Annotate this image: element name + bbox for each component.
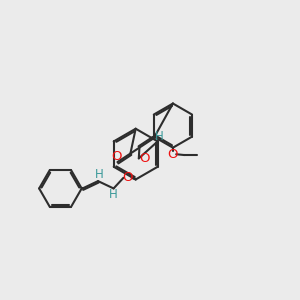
Text: O: O (111, 150, 122, 163)
Text: H: H (108, 188, 117, 201)
Text: O: O (122, 171, 133, 184)
Text: O: O (139, 152, 149, 165)
Text: H: H (155, 130, 164, 142)
Text: O: O (168, 148, 178, 161)
Text: H: H (95, 168, 104, 181)
